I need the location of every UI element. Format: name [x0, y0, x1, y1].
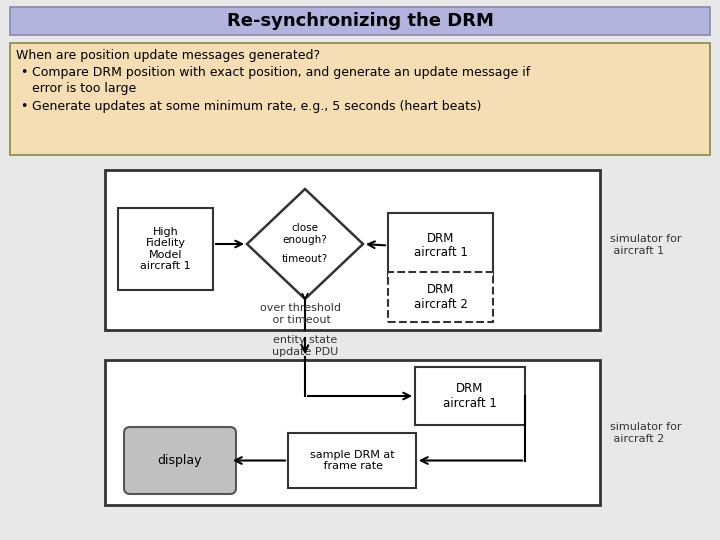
Polygon shape [247, 189, 363, 299]
Text: error is too large: error is too large [32, 82, 136, 95]
Text: DRM
aircraft 1: DRM aircraft 1 [413, 232, 467, 260]
Text: display: display [158, 454, 202, 467]
FancyBboxPatch shape [415, 367, 525, 425]
FancyBboxPatch shape [388, 213, 493, 278]
Text: over threshold
 or timeout: over threshold or timeout [259, 303, 341, 325]
FancyBboxPatch shape [105, 170, 600, 330]
Text: When are position update messages generated?: When are position update messages genera… [16, 49, 320, 62]
Text: sample DRM at
 frame rate: sample DRM at frame rate [310, 450, 395, 471]
FancyBboxPatch shape [118, 208, 213, 290]
Text: Compare DRM position with exact position, and generate an update message if: Compare DRM position with exact position… [32, 66, 530, 79]
Text: simulator for
 aircraft 1: simulator for aircraft 1 [610, 234, 682, 256]
Text: timeout?: timeout? [282, 254, 328, 264]
Text: close
enough?: close enough? [283, 223, 328, 245]
Text: Generate updates at some minimum rate, e.g., 5 seconds (heart beats): Generate updates at some minimum rate, e… [32, 100, 482, 113]
Text: High
Fidelity
Model
aircraft 1: High Fidelity Model aircraft 1 [140, 227, 191, 272]
FancyBboxPatch shape [388, 272, 493, 322]
Text: DRM
aircraft 2: DRM aircraft 2 [413, 283, 467, 311]
Text: simulator for
 aircraft 2: simulator for aircraft 2 [610, 422, 682, 444]
FancyBboxPatch shape [124, 427, 236, 494]
FancyBboxPatch shape [105, 360, 600, 505]
Text: Re-synchronizing the DRM: Re-synchronizing the DRM [227, 12, 493, 30]
Text: entity state
update PDU: entity state update PDU [272, 335, 338, 356]
Text: •: • [20, 100, 27, 113]
FancyBboxPatch shape [10, 7, 710, 35]
FancyBboxPatch shape [288, 433, 416, 488]
Text: •: • [20, 66, 27, 79]
FancyBboxPatch shape [10, 43, 710, 155]
Text: DRM
aircraft 1: DRM aircraft 1 [443, 382, 497, 410]
